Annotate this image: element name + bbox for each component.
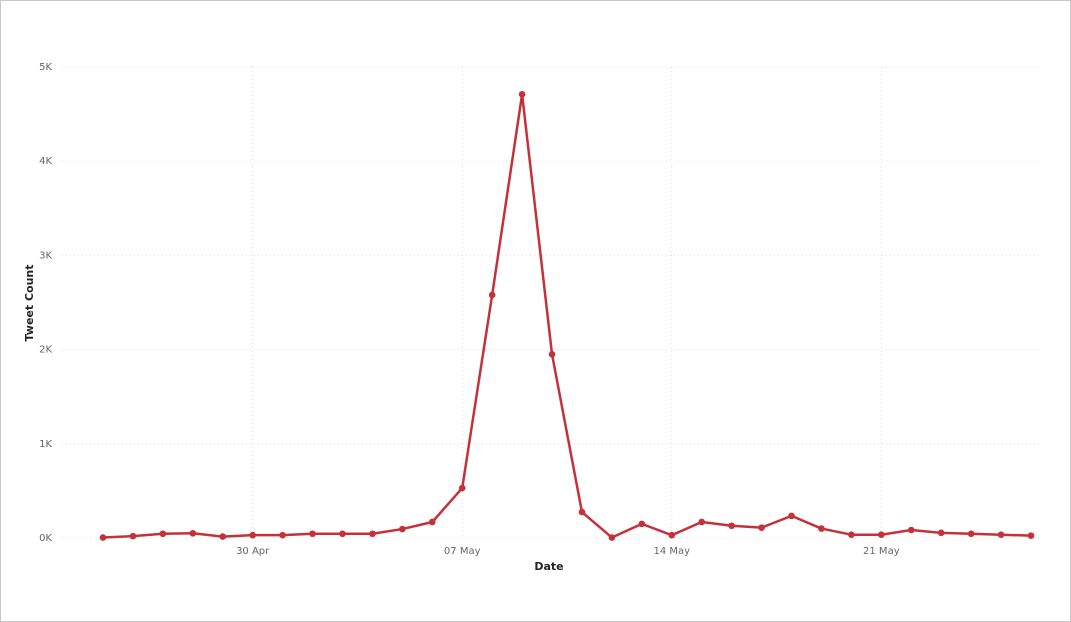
data-point [309,530,316,538]
data-point [878,531,885,539]
x-axis-title: Date [534,560,563,573]
x-tick-label: 30 Apr [236,546,270,557]
data-point [937,529,945,537]
x-tick-label: 14 May [653,546,690,557]
data-point [638,520,646,528]
data-point [249,531,256,539]
data-point [339,530,346,538]
y-tick-label: 0K [39,533,52,544]
x-tick-label: 07 May [444,546,481,557]
data-point [219,533,227,540]
data-point [578,508,586,516]
data-point [758,524,765,531]
data-point [129,532,137,540]
data-point [428,518,436,526]
data-point [788,512,795,520]
data-point [99,534,107,541]
data-point [967,530,975,538]
data-point [399,525,406,533]
data-point [189,529,197,537]
series-line [102,93,1032,539]
data-point [159,530,167,538]
data-point [728,522,735,530]
data-point [488,291,496,299]
data-point [907,526,915,534]
data-point [698,518,706,526]
data-point [279,531,286,539]
y-axis-title: Tweet Count [23,264,36,341]
x-tick-label: 21 May [863,546,900,557]
data-point [548,351,556,358]
data-point [668,531,676,539]
data-point [818,525,825,532]
data-point [997,531,1005,539]
y-tick-label: 5K [39,62,52,73]
data-point [848,531,855,539]
data-point [1027,532,1035,539]
data-point [369,530,376,538]
y-tick-label: 3K [39,250,52,261]
data-point [458,484,466,492]
y-tick-label: 4K [39,156,52,167]
y-tick-label: 1K [39,439,52,450]
data-point [518,91,526,98]
data-point [608,534,616,541]
y-tick-label: 2K [39,345,52,356]
